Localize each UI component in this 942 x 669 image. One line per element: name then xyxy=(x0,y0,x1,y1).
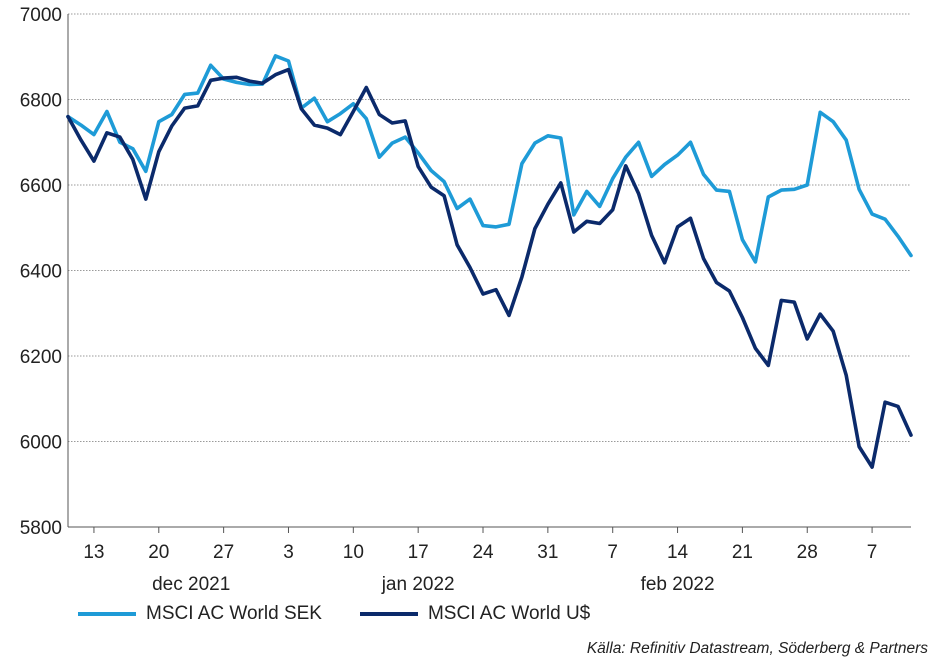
y-tick-label: 6800 xyxy=(20,91,62,112)
x-tick-label: 27 xyxy=(213,542,234,563)
x-axis-ticks: 13 20 27 3 10 17 24 31 7 14 21 28 7 xyxy=(83,527,877,563)
line-chart: 5800 6000 6200 6400 6600 6800 7000 13 20 27 3 10 17… xyxy=(20,5,913,595)
series-lines xyxy=(66,54,913,469)
series-line-sek xyxy=(66,54,913,264)
y-axis-ticks: 5800 6000 6200 6400 6600 6800 7000 xyxy=(20,5,62,539)
y-tick-label: 6000 xyxy=(20,433,62,454)
legend-item-usd: MSCI AC World U$ xyxy=(359,603,591,625)
legend-label-usd: MSCI AC World U$ xyxy=(427,603,591,624)
month-labels: dec 2021 jan 2022 feb 2022 xyxy=(152,574,714,595)
month-label: feb 2022 xyxy=(641,574,715,595)
x-tick-label: 17 xyxy=(408,542,429,563)
legend-swatch-usd xyxy=(359,612,418,616)
y-tick-label: 5800 xyxy=(20,518,62,539)
y-tick-label: 6400 xyxy=(20,262,62,283)
legend-label-sek: MSCI AC World SEK xyxy=(146,603,322,624)
axes xyxy=(67,14,911,528)
x-tick-label: 13 xyxy=(83,542,104,563)
x-tick-label: 21 xyxy=(732,542,753,563)
y-tick-label: 6200 xyxy=(20,347,62,368)
month-label: dec 2021 xyxy=(152,574,230,595)
x-tick-label: 3 xyxy=(283,542,294,563)
x-tick-label: 10 xyxy=(343,542,364,563)
x-tick-label: 31 xyxy=(537,542,558,563)
source-note: Källa: Refinitiv Datastream, Söderberg &… xyxy=(586,640,928,657)
y-tick-label: 6600 xyxy=(20,176,62,197)
x-tick-label: 20 xyxy=(148,542,169,563)
legend: MSCI AC World SEK MSCI AC World U$ xyxy=(78,603,628,625)
x-tick-label: 24 xyxy=(472,542,494,563)
y-tick-label: 7000 xyxy=(20,5,62,26)
month-label: jan 2022 xyxy=(381,574,455,595)
legend-swatch-sek xyxy=(78,612,136,616)
x-tick-label: 28 xyxy=(797,542,818,563)
x-tick-label: 7 xyxy=(867,542,878,563)
x-tick-label: 14 xyxy=(667,542,689,563)
legend-item-sek: MSCI AC World SEK xyxy=(78,603,322,625)
series-line-usd xyxy=(66,67,913,469)
x-tick-label: 7 xyxy=(607,542,618,563)
